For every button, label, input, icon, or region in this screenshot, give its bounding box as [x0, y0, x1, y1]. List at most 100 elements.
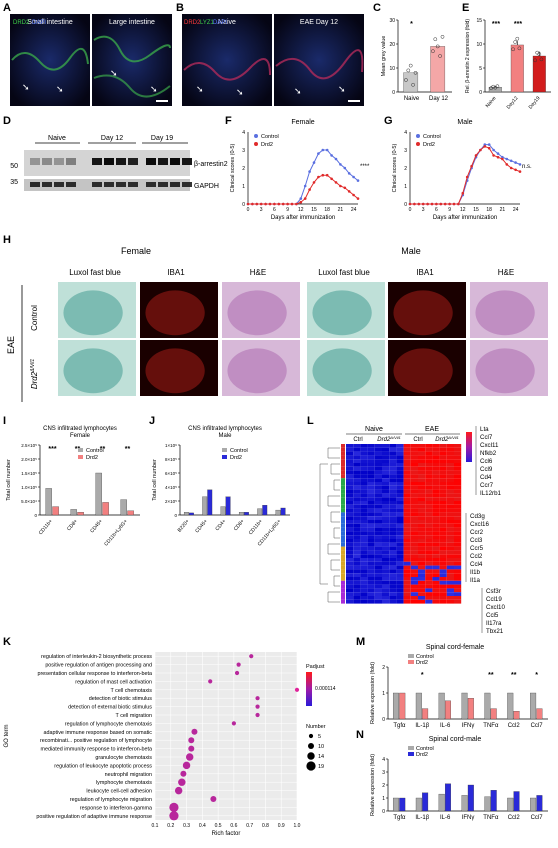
series-line	[410, 145, 521, 205]
heatmap-cell	[360, 527, 368, 532]
y-tick-label: 10	[389, 66, 395, 72]
heatmap-cell	[389, 516, 397, 520]
heatmap-cell	[454, 466, 462, 471]
heatmap-cell	[367, 512, 375, 517]
cluster-bar	[341, 546, 345, 551]
heatmap-cell	[410, 523, 418, 528]
heatmap-cell	[353, 577, 361, 581]
heatmap-cell	[410, 444, 418, 448]
y-axis-label: Relative expression (fold)	[370, 754, 376, 816]
y-tick-label: 0	[404, 202, 407, 208]
heatmap-cell	[403, 504, 411, 509]
heatmap-cell	[454, 523, 462, 528]
band-gapdh	[116, 182, 126, 187]
heatmap-cell	[418, 474, 426, 479]
heatmap-cell	[382, 520, 390, 524]
heatmap-cell	[432, 592, 440, 596]
band-arrestin	[92, 158, 102, 165]
heatmap-cell	[454, 489, 462, 494]
panel-letter-n: N	[356, 729, 364, 741]
heatmap-cell	[353, 512, 361, 517]
histology-image	[307, 340, 385, 396]
heatmap-cell	[410, 592, 418, 596]
heatmap-cell	[396, 592, 404, 596]
x-tick-label: CD11b+	[248, 518, 264, 536]
heatmap-cell	[360, 573, 368, 577]
data-point	[517, 46, 522, 51]
heatmap-cell	[410, 573, 418, 577]
heatmap-cell	[382, 531, 390, 536]
heatmap-cell	[439, 482, 447, 486]
micrograph-naive	[182, 14, 272, 106]
heatmap-cell	[439, 516, 447, 520]
heatmap-cell	[403, 588, 411, 593]
y-tick-label: 1	[242, 184, 245, 190]
heatmap-cell	[454, 520, 462, 524]
heatmap-cell	[382, 584, 390, 589]
data-point	[281, 202, 285, 206]
heatmap-cell	[360, 577, 368, 581]
x-tick-label: 12	[460, 207, 466, 213]
heatmap-cell	[432, 599, 440, 604]
tissue-region	[475, 348, 535, 394]
heatmap-cell	[360, 459, 368, 463]
data-point	[334, 157, 338, 161]
significance-marker: *	[421, 672, 424, 679]
chart-e-arrestin-expression: 0 5 10 15 Rel. β-arrestin 2 expression (fold…	[465, 18, 551, 110]
heatmap-cell	[410, 485, 418, 490]
heatmap-cell	[346, 539, 354, 543]
data-point	[264, 202, 267, 206]
x-tick-label: Naive	[404, 96, 420, 102]
heatmap-cell	[353, 504, 361, 509]
heatmap-cell	[353, 596, 361, 600]
heatmap-cell	[446, 489, 454, 494]
heatmap-cell	[403, 565, 411, 570]
gene-label: Ccl2	[470, 553, 483, 560]
heatmap-cell	[425, 508, 433, 513]
significance-marker: ***	[514, 21, 522, 28]
heatmap-cell	[396, 550, 404, 555]
heatmap-cell	[446, 592, 454, 596]
data-point	[533, 58, 537, 63]
heatmap-cell	[439, 474, 447, 479]
heatmap-cell	[396, 596, 404, 600]
heatmap-cell	[367, 569, 375, 574]
stain-label-lfb-female: Luxol fast blue	[69, 268, 121, 277]
heatmap-cell	[439, 546, 447, 551]
panel-letter-d: D	[3, 115, 11, 127]
data-point	[483, 145, 487, 148]
heatmap-cell	[446, 508, 454, 513]
gene-label: Ccl9	[480, 466, 493, 473]
heatmap-cell	[446, 485, 454, 490]
x-tick-label: TNFα	[483, 723, 499, 729]
band-gapdh	[54, 182, 64, 187]
legend-marker	[254, 134, 258, 138]
data-point	[435, 44, 440, 49]
label-eae-day12: EAE Day 12	[300, 19, 338, 26]
y-tick-label: 6×10⁵	[165, 471, 177, 476]
bar	[207, 489, 213, 516]
heatmap-cell	[353, 474, 361, 479]
gene-label: Cd3g	[470, 513, 485, 520]
heatmap-cell	[382, 565, 390, 570]
heatmap-cell	[454, 592, 462, 596]
heatmap-cell	[446, 470, 454, 475]
y-tick-label: 0	[34, 513, 37, 518]
heatmap-cell	[360, 523, 368, 528]
data-point	[513, 40, 518, 44]
bar	[45, 488, 52, 516]
dendrogram-branch	[330, 511, 340, 523]
heatmap-cell	[374, 561, 382, 566]
bar	[280, 507, 286, 516]
heatmap-cell	[446, 531, 454, 536]
cluster-bar	[341, 508, 345, 513]
heatmap-cell	[346, 546, 354, 551]
x-tick-label: 0.7	[246, 823, 253, 829]
heatmap-cell	[439, 554, 447, 558]
data-point	[474, 154, 478, 157]
heatmap-cell	[353, 493, 361, 498]
heatmap-cell	[403, 539, 411, 543]
heatmap-cell	[454, 504, 462, 509]
heatmap-cell	[403, 531, 411, 536]
dendrogram-branch	[330, 559, 340, 571]
